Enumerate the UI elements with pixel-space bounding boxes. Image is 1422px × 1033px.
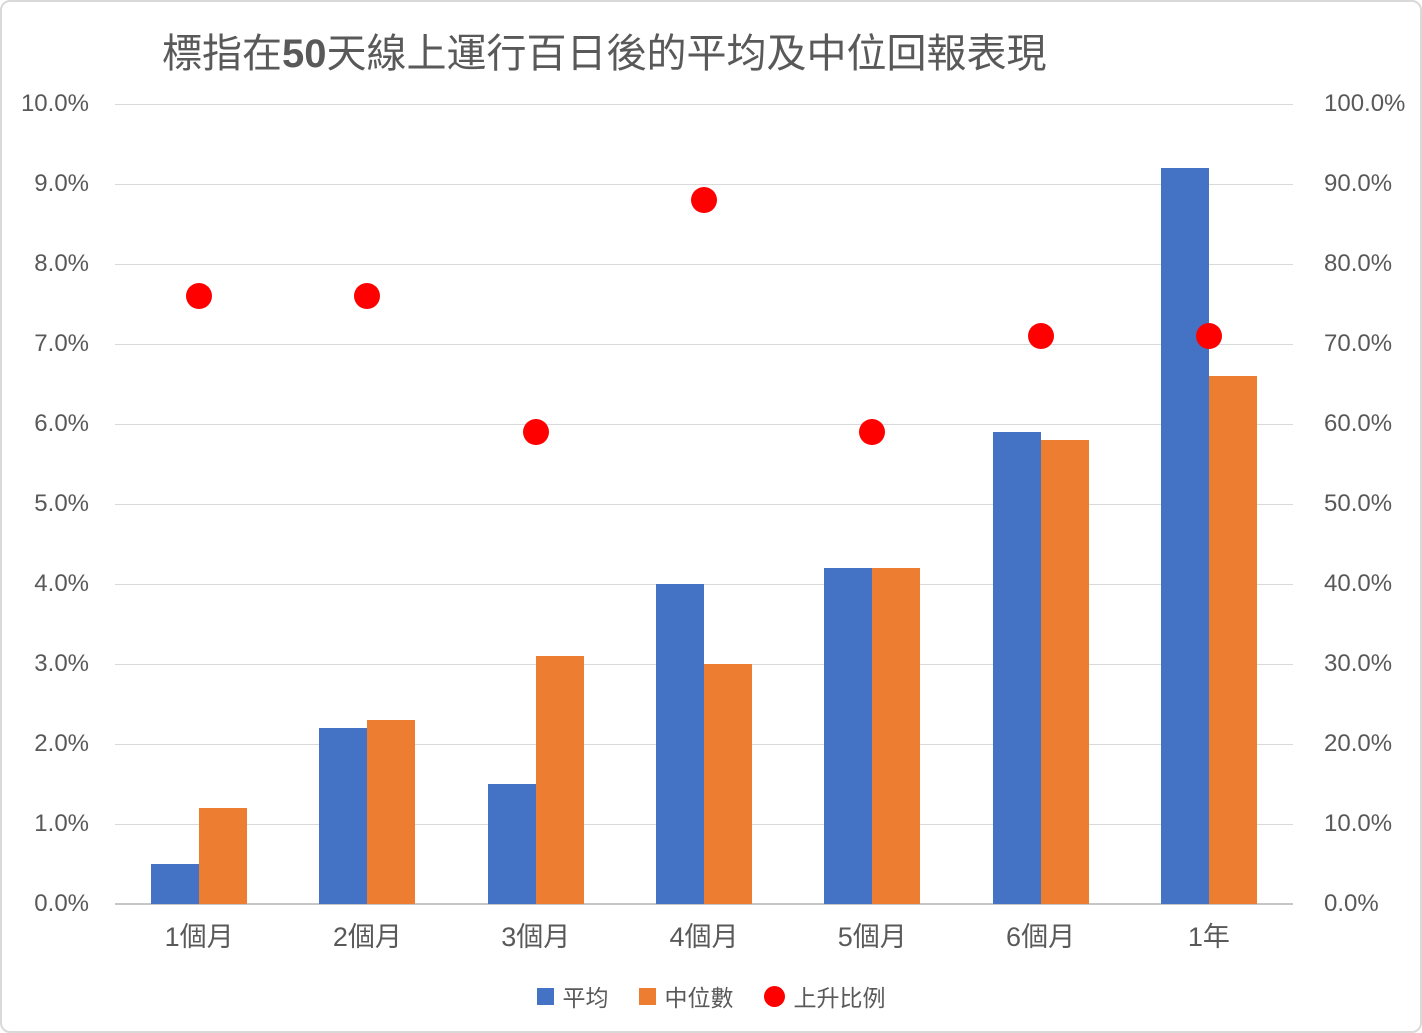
right-axis-tick-label: 60.0% <box>1324 410 1393 437</box>
gridline <box>115 504 1293 505</box>
bar-平均-1年 <box>1160 168 1209 904</box>
bar-中位數-4個月 <box>704 664 752 904</box>
right-axis-tick-label: 50.0% <box>1324 490 1393 517</box>
gridline <box>115 344 1293 345</box>
bar-中位數-3個月 <box>535 656 584 904</box>
bar-平均-2個月 <box>319 728 368 904</box>
bar-中位數-1年 <box>1208 376 1257 904</box>
right-axis-tick-label: 80.0% <box>1324 250 1393 277</box>
bar-平均-1個月 <box>151 864 200 904</box>
legend: 平均 中位數 上升比例 <box>2 979 1420 1013</box>
left-axis-tick-label: 0.0% <box>34 890 89 917</box>
legend-label-average: 平均 <box>562 985 609 1011</box>
category-label: 6個月 <box>1006 922 1076 952</box>
x-axis-line <box>115 903 1293 905</box>
right-axis-tick-label: 100.0% <box>1324 90 1406 117</box>
scatter-dot-上升比例-6個月 <box>1027 323 1054 349</box>
left-axis-tick-label: 2.0% <box>34 730 89 757</box>
category-label: 4個月 <box>669 922 739 952</box>
legend-item-median: 中位數 <box>638 979 734 1013</box>
scatter-dot-上升比例-1年 <box>1195 323 1222 349</box>
left-axis-tick-label: 7.0% <box>34 330 89 357</box>
legend-label-up-ratio: 上升比例 <box>793 985 886 1011</box>
category-label: 3個月 <box>501 922 571 952</box>
legend-swatch-median-icon <box>638 987 656 1005</box>
scatter-dot-上升比例-2個月 <box>354 283 381 309</box>
bar-平均-6個月 <box>992 432 1041 904</box>
category-label: 1年 <box>1187 922 1230 952</box>
category-label: 5個月 <box>837 922 907 952</box>
left-axis-tick-label: 1.0% <box>34 810 89 837</box>
right-axis-tick-label: 20.0% <box>1324 730 1393 757</box>
legend-swatch-up-ratio-icon <box>763 985 785 1007</box>
right-axis-tick-label: 0.0% <box>1324 890 1379 917</box>
chart-title-prefix: 標指在 <box>162 32 282 76</box>
scatter-dot-上升比例-4個月 <box>691 187 717 213</box>
bar-中位數-1個月 <box>199 808 248 904</box>
left-axis-tick-label: 4.0% <box>34 570 89 597</box>
legend-swatch-average-icon <box>536 987 554 1005</box>
left-axis-tick-label: 5.0% <box>34 490 89 517</box>
right-axis-tick-label: 40.0% <box>1324 570 1393 597</box>
bar-平均-4個月 <box>656 584 704 904</box>
bar-平均-3個月 <box>487 784 536 904</box>
right-axis-tick-label: 70.0% <box>1324 330 1393 357</box>
category-label: 1個月 <box>164 922 234 952</box>
gridline <box>115 264 1293 265</box>
chart-title-number: 50 <box>282 32 327 76</box>
gridline <box>115 424 1293 425</box>
gridline <box>115 184 1293 185</box>
chart-title-suffix: 天線上運行百日後的平均及中位回報表現 <box>326 32 1047 76</box>
left-axis-tick-label: 9.0% <box>34 170 89 197</box>
scatter-dot-上升比例-5個月 <box>859 419 886 445</box>
scatter-dot-上升比例-1個月 <box>186 283 213 309</box>
legend-item-up-ratio: 上升比例 <box>763 979 886 1013</box>
left-axis-tick-label: 6.0% <box>34 410 89 437</box>
chart-title: 標指在50天線上運行百日後的平均及中位回報表現 <box>162 28 1047 80</box>
bar-平均-5個月 <box>824 568 873 904</box>
left-axis-tick-label: 3.0% <box>34 650 89 677</box>
gridline <box>115 104 1293 105</box>
gridline <box>115 584 1293 585</box>
category-label: 2個月 <box>332 922 402 952</box>
left-axis-tick-label: 10.0% <box>20 90 89 117</box>
bar-中位數-2個月 <box>367 720 416 904</box>
legend-item-average: 平均 <box>536 979 609 1013</box>
right-axis-tick-label: 90.0% <box>1324 170 1393 197</box>
scatter-dot-上升比例-3個月 <box>522 419 549 445</box>
bar-中位數-6個月 <box>1040 440 1089 904</box>
left-axis-tick-label: 8.0% <box>34 250 89 277</box>
legend-label-median: 中位數 <box>664 985 734 1011</box>
right-axis-tick-label: 30.0% <box>1324 650 1393 677</box>
right-axis-tick-label: 10.0% <box>1324 810 1393 837</box>
bar-中位數-5個月 <box>872 568 921 904</box>
